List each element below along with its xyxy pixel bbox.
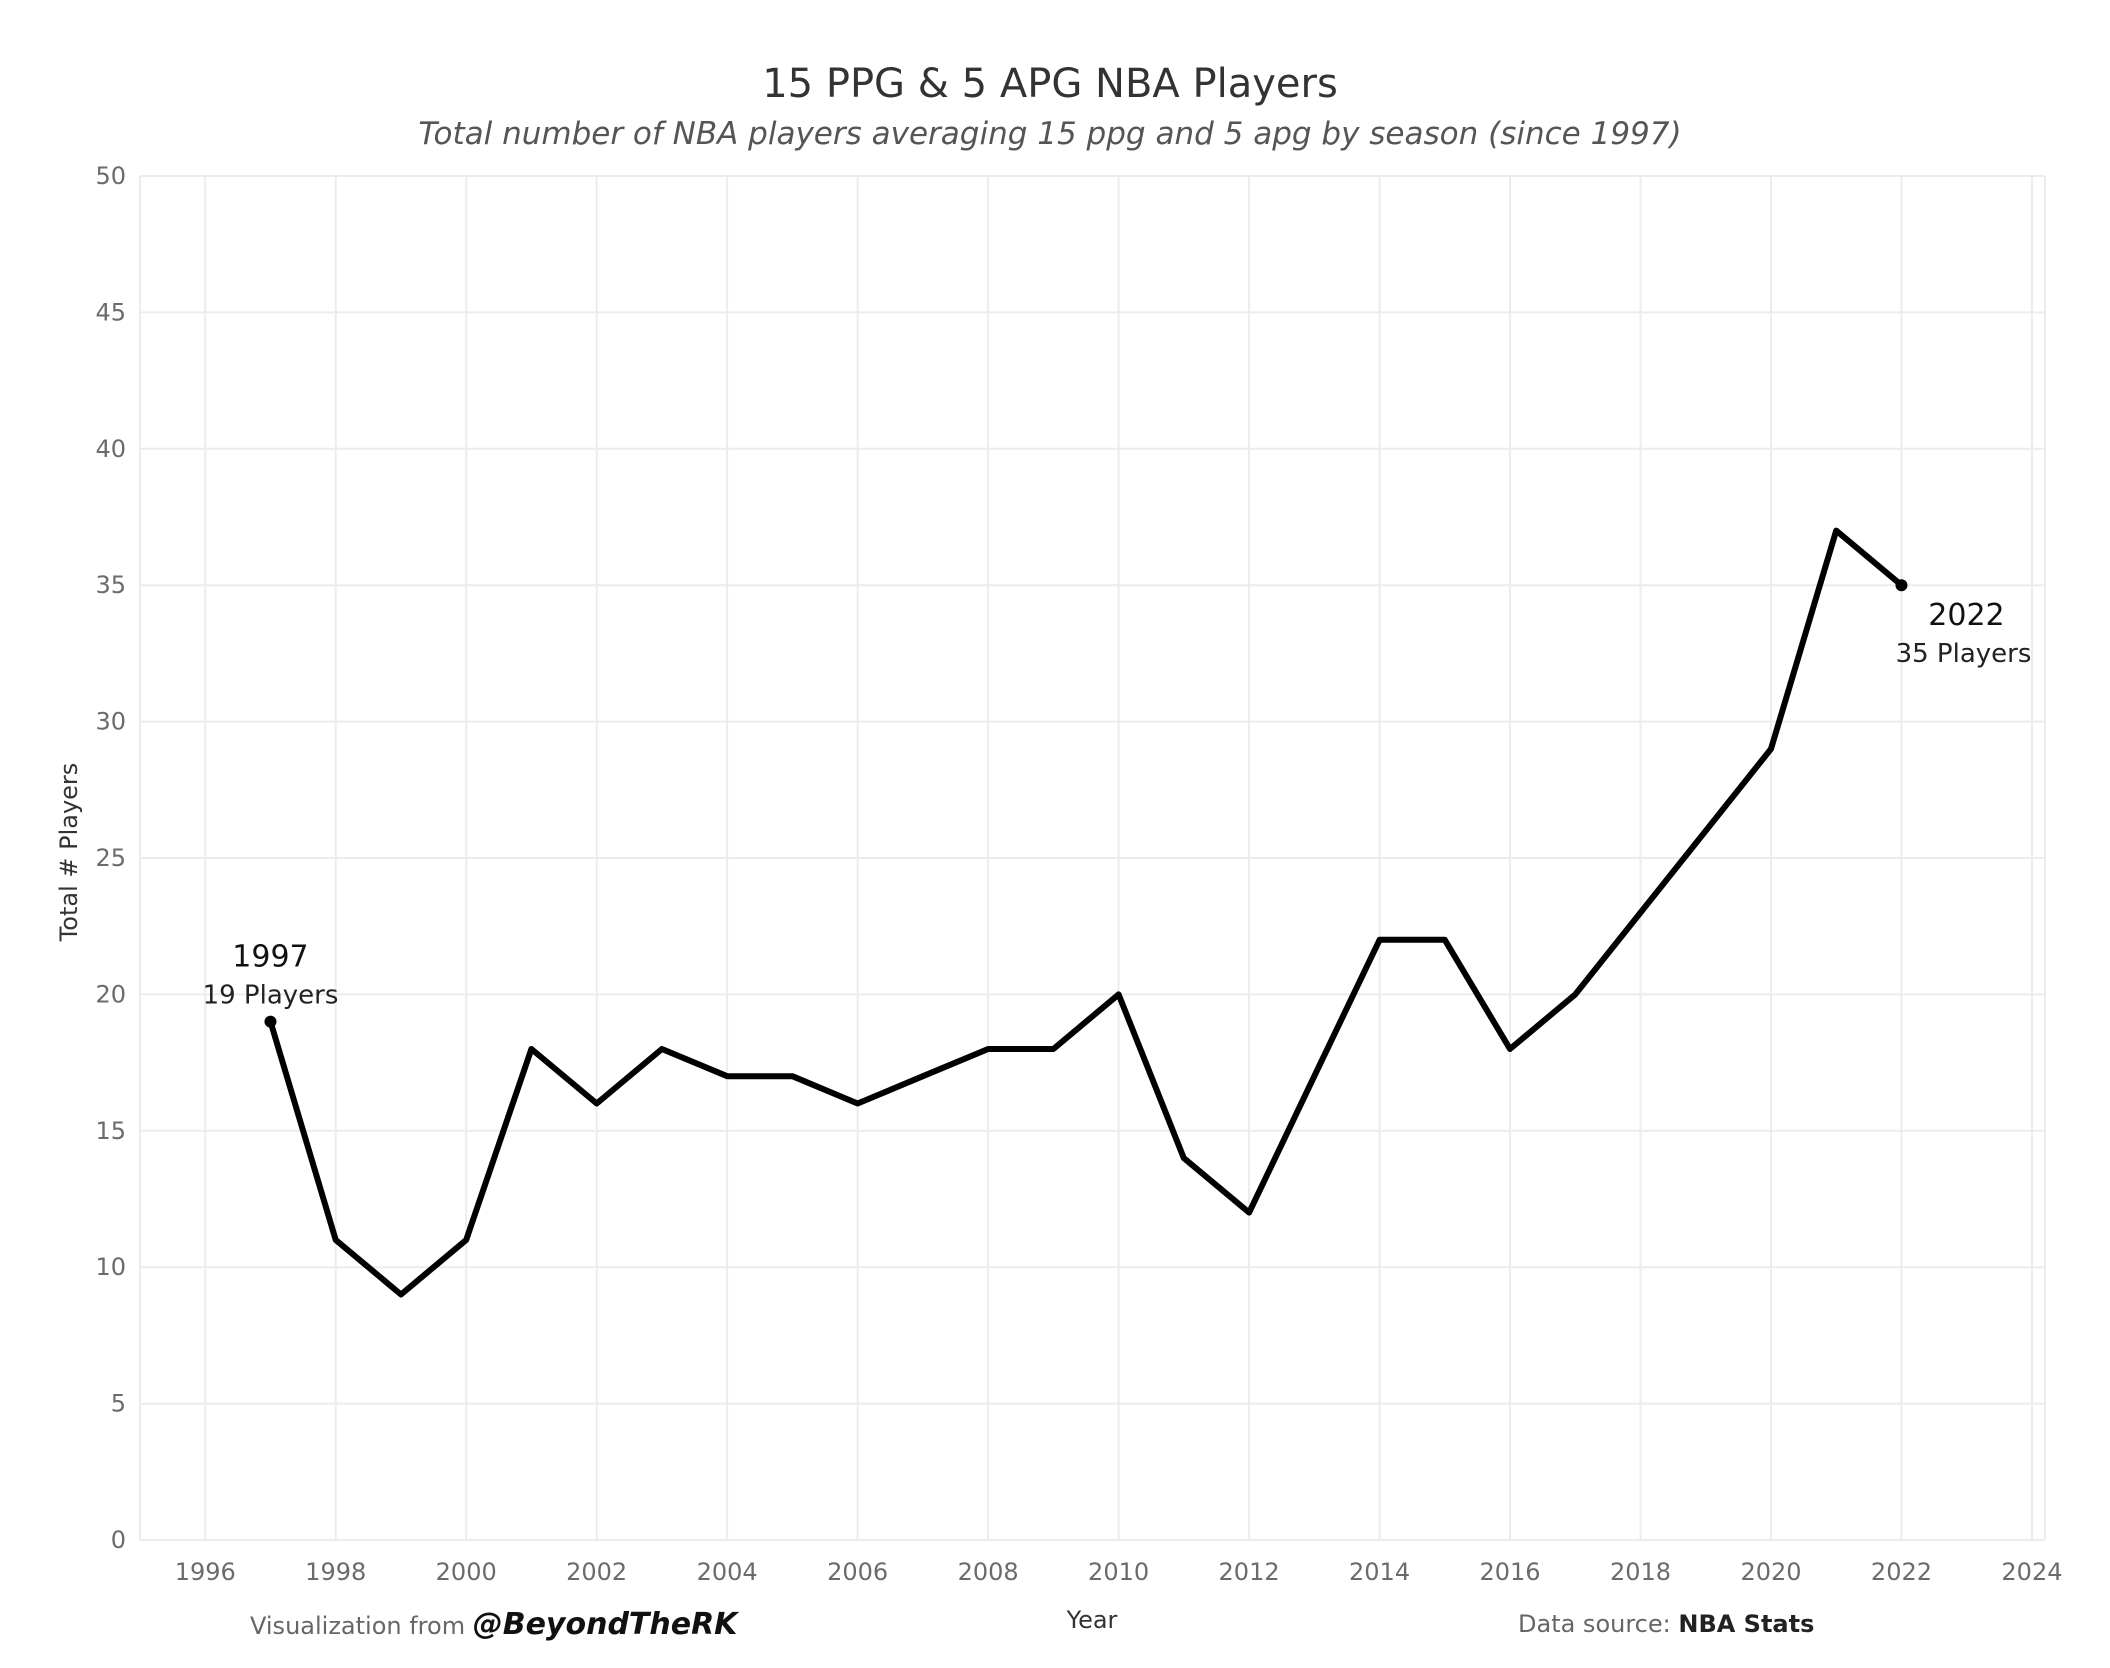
x-tick-label: 2008 [958, 1558, 1019, 1586]
x-tick-label: 1998 [305, 1558, 366, 1586]
chart-subtitle: Total number of NBA players averaging 15… [418, 116, 1681, 152]
x-axis-ticks: 1996 1998 2000 2002 2004 2006 2008 2010 2012 2014… [175, 1558, 2063, 1586]
x-tick-label: 2010 [1088, 1558, 1149, 1586]
y-tick-label: 25 [95, 844, 126, 872]
credit-handle: @BeyondTheRK [473, 1607, 740, 1642]
annotation-point [1895, 579, 1908, 592]
y-tick-label: 5 [111, 1390, 126, 1418]
y-tick-label: 50 [95, 162, 126, 190]
y-axis-title: Total # Players [55, 763, 83, 943]
y-tick-label: 45 [95, 298, 126, 326]
chart-title: 15 PPG & 5 APG NBA Players [762, 61, 1338, 107]
y-tick-label: 35 [95, 571, 126, 599]
visualization-credit: Visualization from @BeyondTheRK [250, 1607, 740, 1642]
credit-prefix: Visualization from [250, 1612, 473, 1640]
x-tick-label: 2014 [1349, 1558, 1410, 1586]
x-tick-label: 2006 [827, 1558, 888, 1586]
annotation-point [264, 1015, 277, 1028]
series-line [267, 527, 1905, 1298]
data-source: Data source: NBA Stats [1518, 1610, 1814, 1638]
x-tick-label: 2012 [1219, 1558, 1280, 1586]
source-prefix: Data source: [1518, 1610, 1678, 1638]
x-tick-label: 2022 [1871, 1558, 1932, 1586]
annotation-year-label: 2022 [1928, 598, 2004, 633]
x-tick-label: 2020 [1740, 1558, 1801, 1586]
y-tick-label: 30 [95, 708, 126, 736]
annotation-year-label: 1997 [232, 940, 308, 975]
y-tick-label: 40 [95, 435, 126, 463]
x-tick-label: 2016 [1479, 1558, 1540, 1586]
y-tick-label: 0 [111, 1526, 126, 1554]
annotation-value-label: 35 Players [1896, 639, 2032, 669]
x-tick-label: 2024 [2001, 1558, 2062, 1586]
source-name: NBA Stats [1678, 1610, 1814, 1638]
x-tick-label: 2002 [566, 1558, 627, 1586]
annotation-value-label: 19 Players [203, 981, 339, 1011]
x-tick-label: 2000 [436, 1558, 497, 1586]
y-tick-label: 20 [95, 980, 126, 1008]
x-tick-label: 2004 [697, 1558, 758, 1586]
y-axis-ticks: 0 5 10 15 20 25 30 35 40 45 50 [95, 162, 126, 1554]
x-tick-label: 2018 [1610, 1558, 1671, 1586]
gridlines [139, 175, 2046, 1541]
x-axis-title: Year [1066, 1606, 1118, 1634]
annotations: 1997 19 Players 2022 35 Players [203, 579, 2032, 1028]
y-tick-label: 15 [95, 1117, 126, 1145]
y-tick-label: 10 [95, 1253, 126, 1281]
x-tick-label: 1996 [175, 1558, 236, 1586]
series-layer [267, 527, 1905, 1298]
